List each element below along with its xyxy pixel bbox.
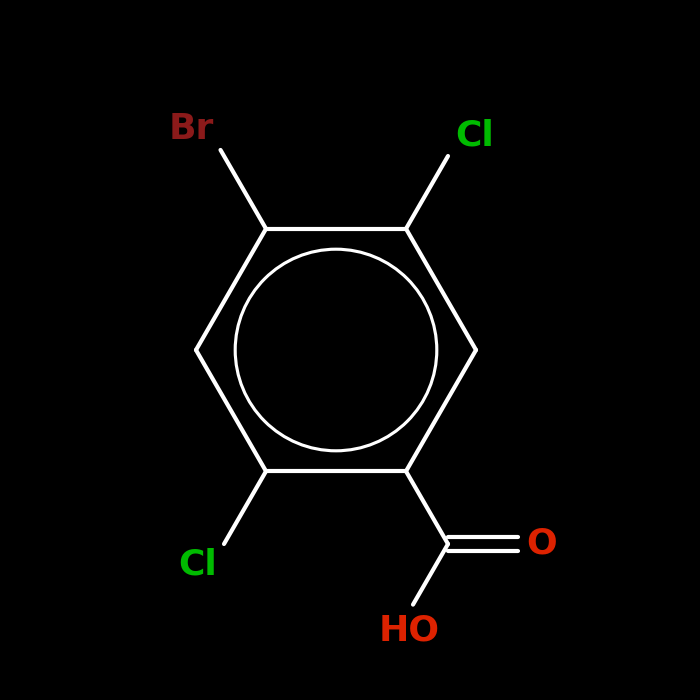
Text: O: O [526,527,557,561]
Text: Br: Br [168,113,214,146]
Text: Cl: Cl [178,547,217,582]
Text: HO: HO [379,613,440,647]
Text: Cl: Cl [455,118,493,153]
